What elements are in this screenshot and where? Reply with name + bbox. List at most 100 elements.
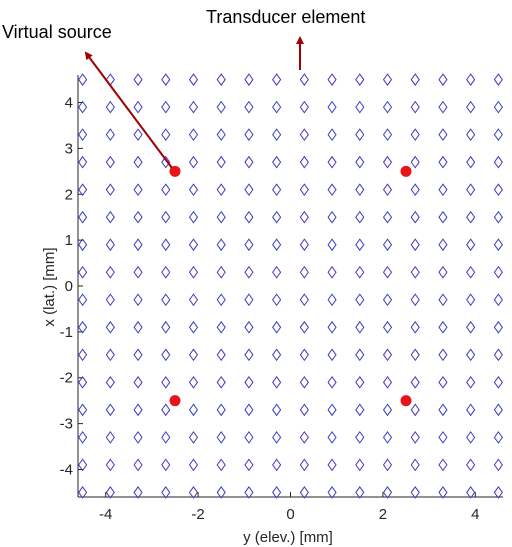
transducer-element-marker: [355, 73, 365, 86]
transducer-element-marker: [299, 486, 309, 499]
transducer-element-marker: [105, 128, 115, 141]
transducer-element-marker: [355, 265, 365, 279]
transducer-element-marker: [272, 375, 282, 389]
transducer-element-marker: [382, 431, 393, 444]
transducer-element-marker: [216, 238, 226, 252]
transducer-element-marker: [466, 486, 476, 499]
transducer-element-marker: [161, 183, 171, 197]
transducer-element-marker: [327, 100, 337, 114]
transducer-element-marker: [105, 265, 115, 279]
transducer-element-marker: [493, 486, 503, 499]
transducer-element-marker: [188, 128, 199, 141]
transducer-element-marker: [410, 486, 420, 499]
x-tick-label: -2: [191, 506, 204, 523]
transducer-element-marker: [161, 100, 171, 114]
annotations: Virtual source Transducer element: [2, 7, 365, 169]
transducer-element-marker: [382, 458, 393, 472]
transducer-element-marker: [188, 210, 199, 224]
transducer-element-marker: [216, 210, 226, 224]
transducer-element-marker: [493, 128, 503, 141]
transducer-element-marker: [466, 375, 476, 389]
transducer-element-marker: [78, 100, 88, 114]
transducer-element-marker: [493, 183, 503, 197]
transducer-element-marker: [493, 210, 503, 224]
transducer-element-marker: [438, 128, 448, 141]
transducer-element-marker: [327, 210, 337, 224]
transducer-element-marker: [244, 486, 254, 499]
transducer-element-marker: [299, 293, 309, 307]
transducer-element-marker: [493, 155, 503, 169]
transducer-element-marker: [133, 238, 143, 252]
transducer-element-marker: [327, 155, 337, 169]
transducer-element-marker: [382, 348, 393, 362]
transducer-element-marker: [133, 458, 143, 472]
transducer-element-marker: [161, 265, 171, 279]
transducer-element-marker: [161, 403, 171, 417]
transducer-element-marker: [244, 403, 254, 417]
annotation-arrow-virtual-source: [84, 51, 173, 169]
transducer-element-marker: [188, 238, 199, 252]
transducer-element-marker: [493, 458, 503, 472]
transducer-element-marker: [493, 431, 503, 444]
y-axis-title: x (lat.) [mm]: [41, 247, 58, 326]
transducer-element-marker: [327, 238, 337, 252]
transducer-element-marker: [244, 155, 254, 169]
transducer-element-marker: [188, 73, 199, 86]
transducer-element-marker: [410, 265, 420, 279]
transducer-element-marker: [299, 348, 309, 362]
transducer-element-marker: [493, 293, 503, 307]
virtual-source-point: [169, 395, 181, 407]
transducer-element-marker: [438, 403, 448, 417]
transducer-element-marker: [161, 73, 171, 86]
transducer-element-marker: [355, 486, 365, 499]
transducer-element-marker: [105, 155, 115, 169]
transducer-element-marker: [355, 293, 365, 307]
transducer-element-marker: [493, 320, 503, 334]
transducer-element-marker: [382, 265, 393, 279]
transducer-element-marker: [105, 431, 115, 444]
transducer-element-marker: [272, 320, 282, 334]
transducer-element-marker: [327, 348, 337, 362]
x-axis-title: y (elev.) [mm]: [243, 529, 333, 546]
transducer-element-marker: [161, 486, 171, 499]
transducer-element-marker: [161, 458, 171, 472]
transducer-element-marker: [133, 210, 143, 224]
transducer-element-marker: [78, 155, 88, 169]
transducer-element-marker: [78, 183, 88, 197]
y-tick-label: -2: [60, 370, 73, 387]
transducer-element-marker: [382, 100, 393, 114]
transducer-element-marker: [188, 403, 199, 417]
transducer-element-marker: [355, 403, 365, 417]
transducer-element-marker: [410, 100, 420, 114]
transducer-element-marker: [355, 320, 365, 334]
transducer-element-marker: [438, 265, 448, 279]
transducer-element-marker: [327, 128, 337, 141]
transducer-element-marker: [244, 320, 254, 334]
virtual-source-point: [400, 165, 412, 177]
transducer-element-marker: [161, 320, 171, 334]
transducer-element-marker: [466, 293, 476, 307]
transducer-element-marker: [327, 375, 337, 389]
transducer-element-marker: [78, 403, 88, 417]
transducer-element-marker: [438, 73, 448, 86]
transducer-element-marker: [244, 73, 254, 86]
transducer-element-marker: [188, 100, 199, 114]
transducer-element-marker: [438, 431, 448, 444]
transducer-element-marker: [355, 348, 365, 362]
transducer-element-marker: [466, 238, 476, 252]
transducer-element-marker: [161, 210, 171, 224]
transducer-element-marker: [216, 265, 226, 279]
transducer-element-marker: [78, 486, 88, 499]
transducer-element-marker: [161, 128, 171, 141]
transducer-element-marker: [105, 183, 115, 197]
transducer-element-marker: [410, 293, 420, 307]
transducer-element-marker: [466, 210, 476, 224]
transducer-element-marker: [216, 486, 226, 499]
transducer-element-marker: [133, 403, 143, 417]
transducer-element-marker: [272, 403, 282, 417]
transducer-element-marker: [493, 73, 503, 86]
transducer-element-marker: [355, 183, 365, 197]
transducer-element-marker: [299, 238, 309, 252]
transducer-element-marker: [355, 431, 365, 444]
transducer-element-marker: [216, 100, 226, 114]
